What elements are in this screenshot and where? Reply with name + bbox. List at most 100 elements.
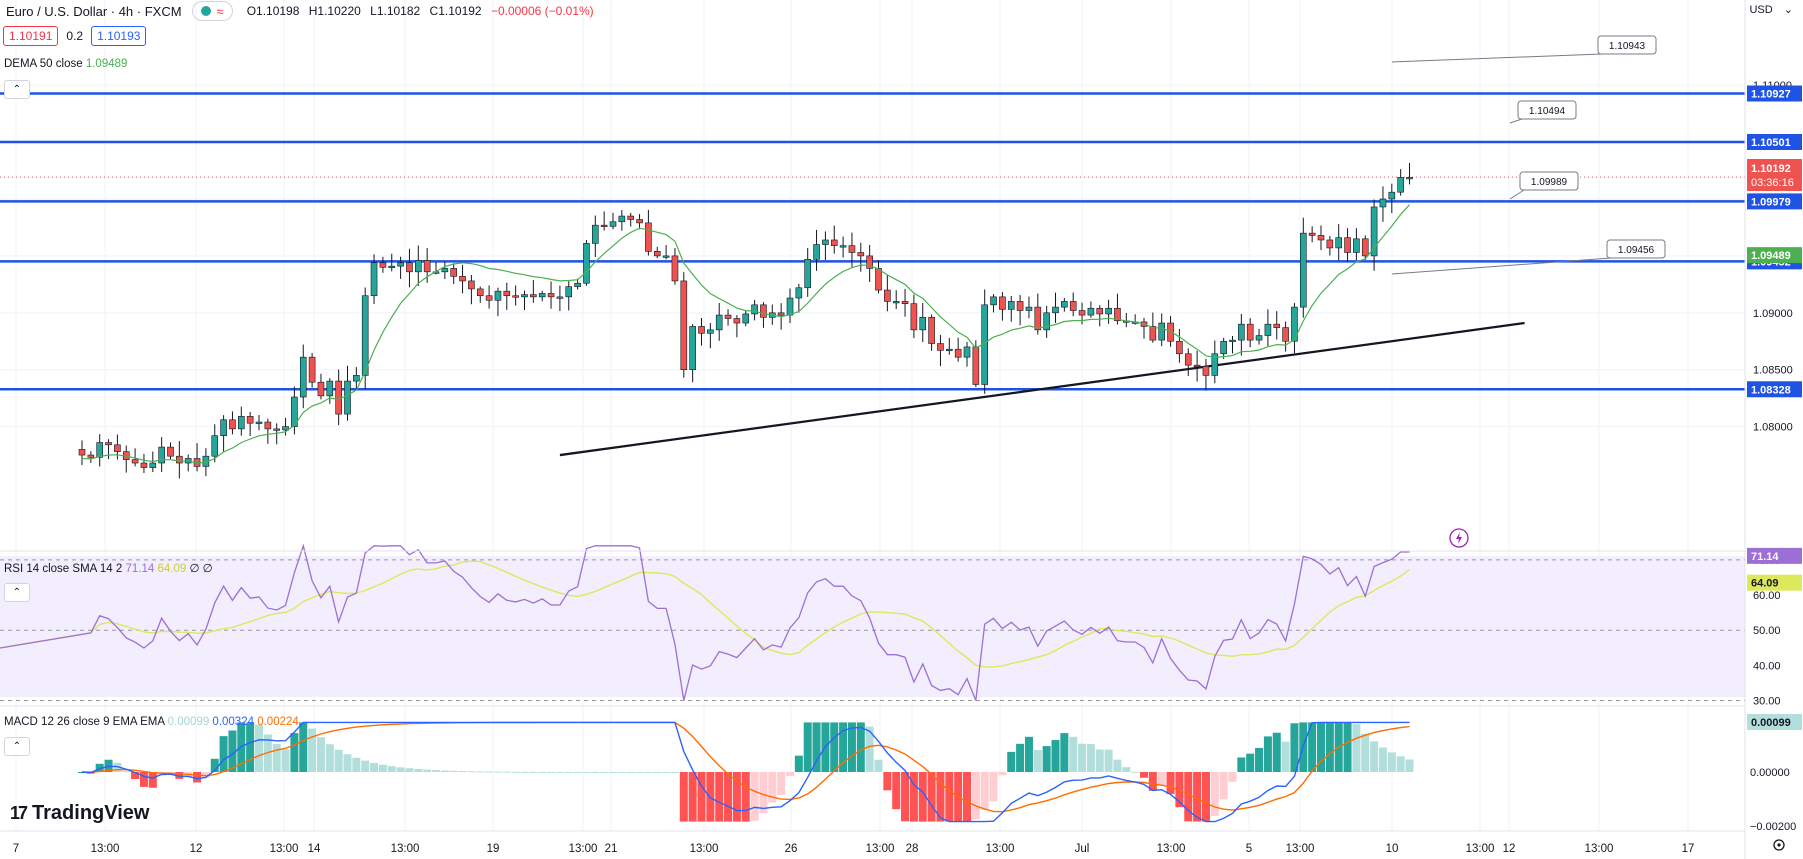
macd-hist-bar	[1051, 740, 1060, 772]
tradingview-logo[interactable]: 17 TradingView	[6, 800, 154, 827]
price-callout[interactable]: 1.09989	[1509, 171, 1579, 200]
candle	[450, 263, 458, 285]
candle-body	[114, 444, 121, 452]
candle	[671, 248, 679, 285]
macd-hist-bar	[370, 762, 379, 772]
currency-selector[interactable]: USD ⌄	[1749, 3, 1793, 16]
trendline[interactable]	[559, 321, 1525, 457]
price-callout[interactable]: 1.10494	[1509, 100, 1577, 124]
current-price-text: 1.10192	[1751, 163, 1791, 175]
chevron-up-icon: ⌃	[12, 741, 22, 752]
candle-body	[1379, 198, 1387, 208]
macd-hist-bar	[688, 772, 697, 822]
macd-hist-bar	[148, 772, 157, 788]
macd-hist-bar	[1113, 759, 1122, 772]
x-tick-label: 26	[785, 843, 798, 855]
settings-icon[interactable]	[1773, 839, 1785, 851]
candle-body	[1397, 177, 1404, 193]
candle	[1211, 340, 1219, 384]
macd-hist-bar	[839, 722, 848, 772]
x-tick-label: 13:00	[91, 843, 120, 855]
macd-value: 0.00324	[212, 716, 254, 728]
candle	[414, 245, 422, 286]
macd-hist-bar	[1148, 772, 1157, 791]
candle	[238, 406, 245, 436]
dema-legend[interactable]: DEMA 50 close 1.09489	[4, 58, 127, 70]
candle-body	[848, 245, 856, 253]
macd-hist-bar	[1370, 741, 1379, 772]
lightning-icon[interactable]	[1449, 528, 1469, 548]
candle-body	[468, 280, 475, 290]
candle	[830, 225, 838, 254]
candle	[609, 212, 617, 230]
rsi-extra: ∅ ∅	[189, 563, 213, 575]
price-callout[interactable]: 1.09456	[1391, 239, 1666, 275]
candle-body	[1114, 307, 1121, 322]
macd-hist-bar	[493, 771, 502, 773]
collapse-macd-button[interactable]: ⌃	[4, 737, 30, 756]
candle	[1016, 294, 1024, 326]
symbol-title[interactable]: Euro / U.S. Dollar · 4h · FXCM	[6, 3, 182, 19]
macd-hist-bar	[963, 772, 971, 822]
macd-hist-bar	[892, 772, 901, 810]
candle-body	[1158, 322, 1165, 341]
sell-price-button[interactable]: 1.10191	[3, 26, 59, 46]
macd-hist-bar	[653, 771, 662, 773]
macd-tick-label: −0.00200	[1750, 821, 1796, 833]
candle	[1184, 348, 1192, 376]
macd-hist-bar	[715, 772, 724, 822]
candle-body	[1052, 306, 1059, 314]
macd-hist-bar	[679, 772, 688, 822]
candle	[1229, 336, 1236, 354]
rsi-badge: 71.14	[1747, 547, 1802, 564]
macd-tick-label: 0.00000	[1750, 767, 1790, 779]
callout-label: 1.09456	[1618, 245, 1655, 256]
macd-hist-bar	[290, 733, 299, 772]
macd-hist-bar	[131, 772, 140, 779]
candle	[1246, 318, 1254, 348]
candle-body	[715, 314, 723, 331]
market-status-pill[interactable]: ≈	[191, 1, 233, 21]
candle-body	[176, 455, 183, 464]
candle-body	[698, 326, 705, 334]
candle	[857, 242, 865, 272]
level-badge-bg	[1747, 193, 1802, 210]
candle-body	[485, 295, 493, 301]
candle	[1202, 358, 1210, 391]
level-badge-text: 1.08328	[1751, 384, 1791, 396]
buy-price-button[interactable]: 1.10193	[91, 26, 147, 46]
y-tick-label: 1.08000	[1753, 422, 1793, 434]
candle-body	[662, 255, 670, 258]
collapse-rsi-button[interactable]: ⌃	[4, 583, 30, 602]
candle-body	[361, 295, 369, 376]
x-tick-label: 13:00	[270, 843, 299, 855]
macd-hist-bar	[1086, 744, 1095, 772]
candle-body	[813, 244, 820, 260]
macd-hist-bar	[1069, 736, 1078, 772]
candle-body	[990, 296, 997, 306]
rsi-legend[interactable]: RSI 14 close SMA 14 2 71.14 64.09 ∅ ∅	[4, 561, 213, 575]
macd-legend[interactable]: MACD 12 26 close 9 EMA EMA 0.00099 0.003…	[4, 716, 299, 728]
collapse-legend-button[interactable]: ⌃	[4, 80, 30, 99]
x-tick-label: 13:00	[391, 843, 420, 855]
macd-hist-bar	[617, 771, 626, 773]
candle	[715, 303, 723, 341]
candle-body	[733, 318, 741, 324]
macd-hist-bar	[609, 771, 617, 773]
macd-hist-bar	[1095, 749, 1104, 772]
macd-hist-bar	[476, 771, 485, 773]
candle	[255, 414, 263, 431]
candle	[397, 256, 404, 279]
candle	[1264, 309, 1272, 347]
candle	[317, 373, 325, 400]
candle-body	[875, 268, 882, 291]
candle	[547, 281, 555, 309]
dema-badge-text: 1.09489	[1751, 250, 1791, 262]
price-callout[interactable]: 1.10943	[1391, 35, 1657, 63]
macd-hist-bar	[768, 772, 777, 803]
candle	[1282, 321, 1289, 352]
candle-body	[1016, 301, 1024, 311]
candle-body	[273, 428, 281, 431]
candle-body	[78, 449, 86, 456]
